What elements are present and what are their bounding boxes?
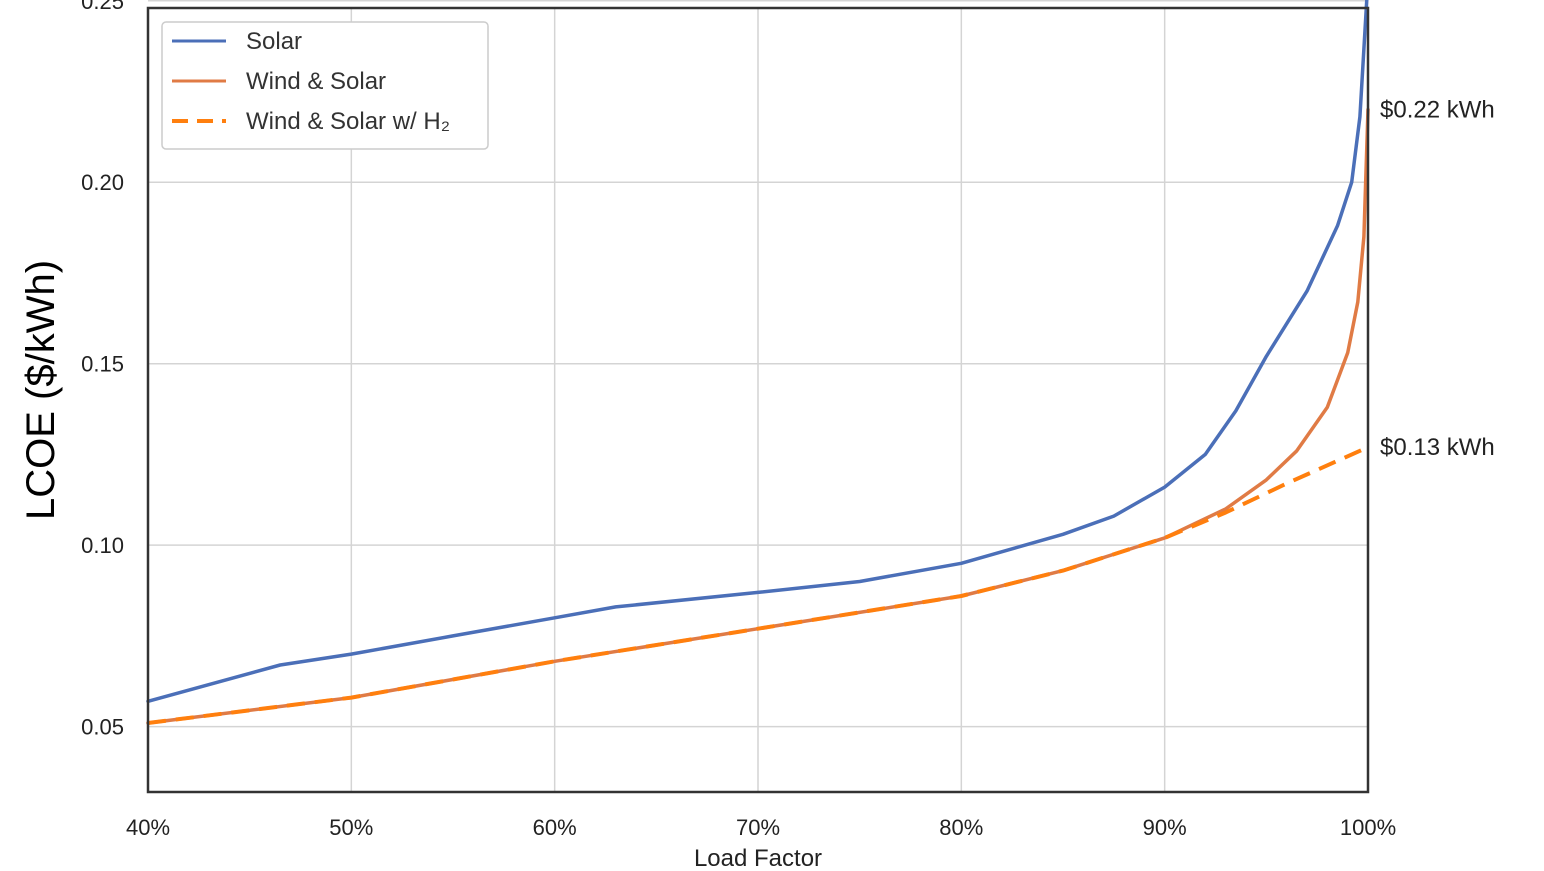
end-value-label: $0.22 kWh — [1380, 97, 1495, 124]
x-tick-label: 100% — [1340, 815, 1396, 840]
series-line-0 — [146, 0, 1369, 704]
grid — [147, 0, 1369, 792]
legend: Solar Wind & Solar Wind & Solar w/ H₂ — [161, 21, 489, 150]
legend-label: Wind & Solar w/ H₂ — [246, 108, 450, 135]
x-tick-label: 80% — [939, 815, 983, 840]
y-tick-label: 0.15 — [81, 352, 124, 377]
x-axis-label: Load Factor — [694, 845, 822, 871]
y-tick-label: 0.20 — [81, 170, 124, 195]
y-axis-label: LCOE ($/kWh) — [19, 260, 63, 520]
y-tick-labels: 0.05 0.10 0.15 0.20 0.25 — [81, 0, 124, 740]
x-tick-label: 60% — [533, 815, 577, 840]
x-tick-label: 50% — [329, 815, 373, 840]
y-tick-label: 0.05 — [81, 715, 124, 740]
y-tick-label: 0.10 — [81, 533, 124, 558]
x-tick-label: 70% — [736, 815, 780, 840]
end-value-annotations: $0.26 kWh$0.22 kWh$0.13 kWh — [1380, 97, 1495, 462]
x-tick-label: 90% — [1143, 815, 1187, 840]
series-lines — [146, 0, 1370, 725]
plot-frame — [146, 6, 1370, 794]
legend-label: Wind & Solar — [246, 68, 386, 95]
legend-label: Solar — [246, 28, 302, 55]
x-tick-label: 40% — [126, 815, 170, 840]
end-value-label: $0.13 kWh — [1380, 434, 1495, 461]
legend-box — [161, 21, 489, 150]
series-line-2 — [147, 445, 1369, 725]
y-tick-label: 0.25 — [81, 0, 124, 14]
x-tick-labels: 40% 50% 60% 70% 80% 90% 100% — [126, 815, 1396, 840]
